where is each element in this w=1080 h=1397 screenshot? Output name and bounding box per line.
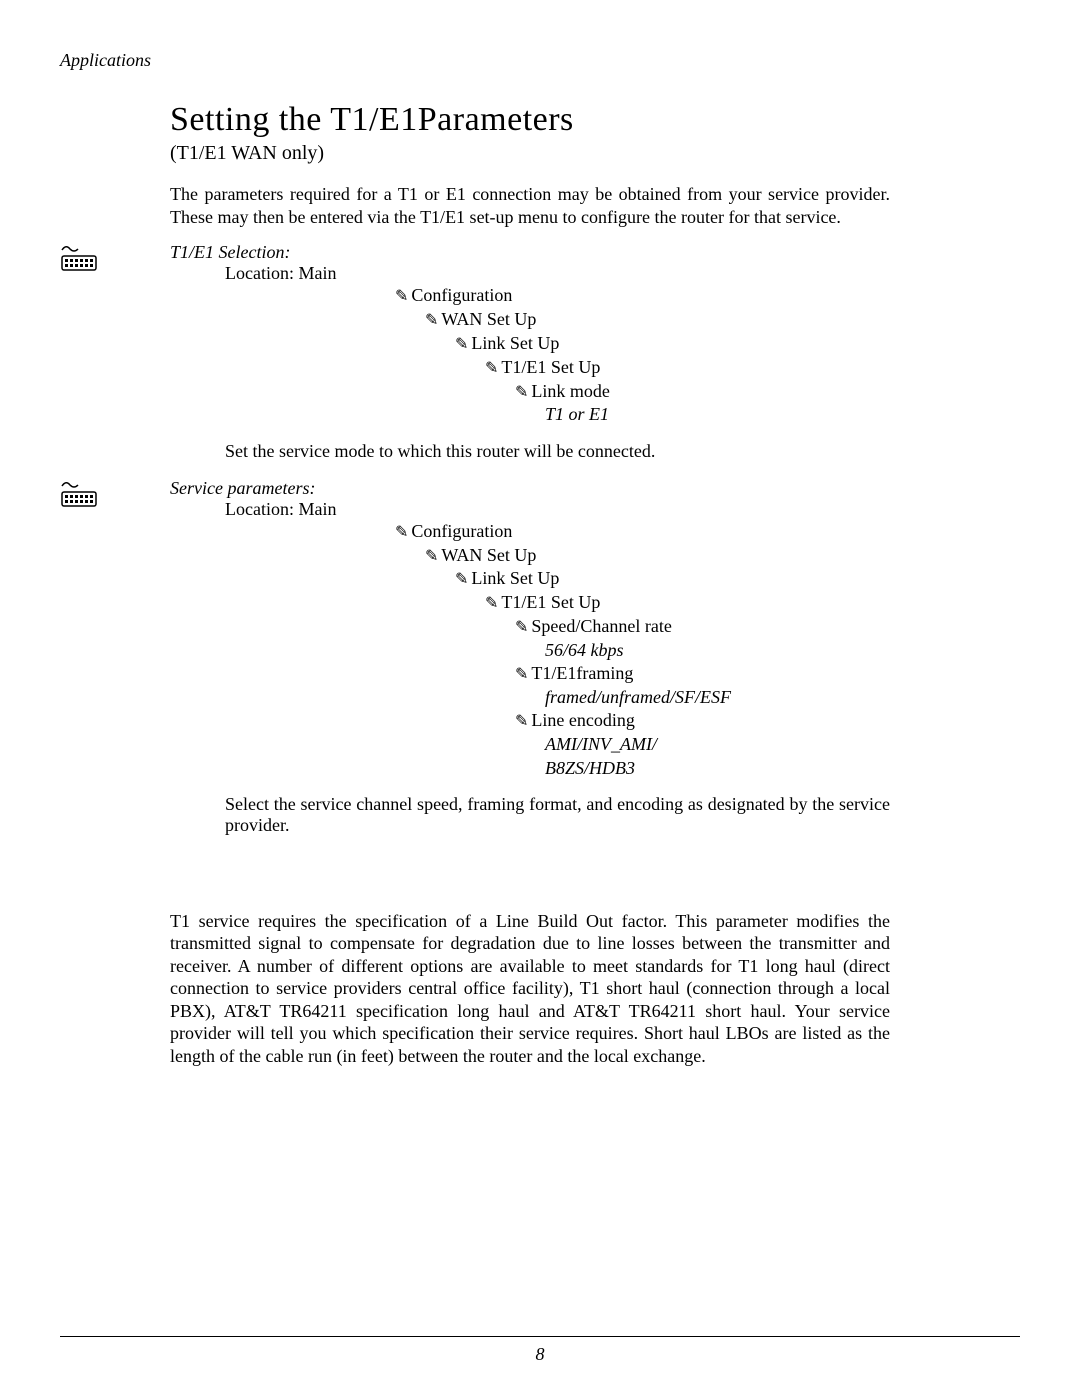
tree-item: ✎WAN Set Up	[425, 308, 890, 332]
arrow-icon: ✎	[515, 618, 528, 639]
arrow-icon: ✎	[425, 311, 438, 332]
section2-location: Location: Main	[225, 499, 890, 520]
section1-location: Location: Main	[225, 263, 890, 284]
spacer	[170, 852, 890, 892]
tree-label: Link Set Up	[471, 333, 559, 353]
tree-label: WAN Set Up	[441, 309, 536, 329]
section1-heading: T1/E1 Selection:	[170, 242, 890, 263]
arrow-icon: ✎	[455, 335, 468, 356]
arrow-icon: ✎	[515, 383, 528, 404]
tree-item: ✎T1/E1 Set Up	[485, 356, 890, 380]
footer-rule	[60, 1336, 1020, 1337]
tree-item: ✎Speed/Channel rate	[515, 615, 890, 639]
intro-paragraph: The parameters required for a T1 or E1 c…	[170, 183, 890, 228]
keyboard-icon	[60, 480, 100, 510]
arrow-icon: ✎	[455, 570, 468, 591]
tree-label: Configuration	[411, 521, 512, 541]
arrow-icon: ✎	[515, 712, 528, 733]
tree-item: ✎T1/E1 Set Up	[485, 591, 890, 615]
arrow-icon: ✎	[485, 594, 498, 615]
section-t1e1-selection: T1/E1 Selection: Location: Main ✎Configu…	[170, 242, 890, 461]
tree-item: ✎Link mode	[515, 380, 890, 404]
section2-heading: Service parameters:	[170, 478, 890, 499]
section1-note: Set the service mode to which this route…	[225, 441, 890, 462]
arrow-icon: ✎	[515, 665, 528, 686]
tree-item: ✎Configuration	[395, 284, 890, 308]
tree-label: Configuration	[411, 285, 512, 305]
tree-item: ✎Link Set Up	[455, 332, 890, 356]
keyboard-icon	[60, 244, 100, 274]
body-paragraph: T1 service requires the specification of…	[170, 910, 890, 1068]
tree-label: T1/E1 Set Up	[501, 592, 600, 612]
section1-tree: ✎Configuration ✎WAN Set Up ✎Link Set Up …	[170, 284, 890, 426]
tree-item: ✎Link Set Up	[455, 567, 890, 591]
arrow-icon: ✎	[395, 523, 408, 544]
arrow-icon: ✎	[395, 287, 408, 308]
page-header: Applications	[60, 50, 1020, 71]
page-subtitle: (T1/E1 WAN only)	[170, 142, 890, 165]
tree-label: Speed/Channel rate	[531, 616, 671, 636]
tree-value: T1 or E1	[545, 403, 890, 426]
content-area: Setting the T1/E1Parameters (T1/E1 WAN o…	[170, 101, 890, 1067]
section2-tree: ✎Configuration ✎WAN Set Up ✎Link Set Up …	[170, 520, 890, 780]
tree-value: framed/unframed/SF/ESF	[545, 686, 890, 709]
tree-item: ✎Line encoding	[515, 709, 890, 733]
tree-label: Link mode	[531, 381, 610, 401]
tree-label: T1/E1framing	[531, 663, 633, 683]
tree-label: WAN Set Up	[441, 545, 536, 565]
document-page: Applications Setting the T1/E1Parameters…	[0, 0, 1080, 1397]
tree-item: ✎WAN Set Up	[425, 544, 890, 568]
tree-value: B8ZS/HDB3	[545, 757, 890, 780]
tree-item: ✎Configuration	[395, 520, 890, 544]
page-number: 8	[0, 1344, 1080, 1365]
section2-note: Select the service channel speed, framin…	[225, 794, 890, 836]
tree-label: Line encoding	[531, 710, 634, 730]
tree-label: Link Set Up	[471, 568, 559, 588]
tree-value: AMI/INV_AMI/	[545, 733, 890, 756]
tree-item: ✎T1/E1framing	[515, 662, 890, 686]
arrow-icon: ✎	[485, 359, 498, 380]
tree-label: T1/E1 Set Up	[501, 357, 600, 377]
arrow-icon: ✎	[425, 547, 438, 568]
page-title: Setting the T1/E1Parameters	[170, 101, 890, 138]
section-service-parameters: Service parameters: Location: Main ✎Conf…	[170, 478, 890, 836]
tree-value: 56/64 kbps	[545, 639, 890, 662]
